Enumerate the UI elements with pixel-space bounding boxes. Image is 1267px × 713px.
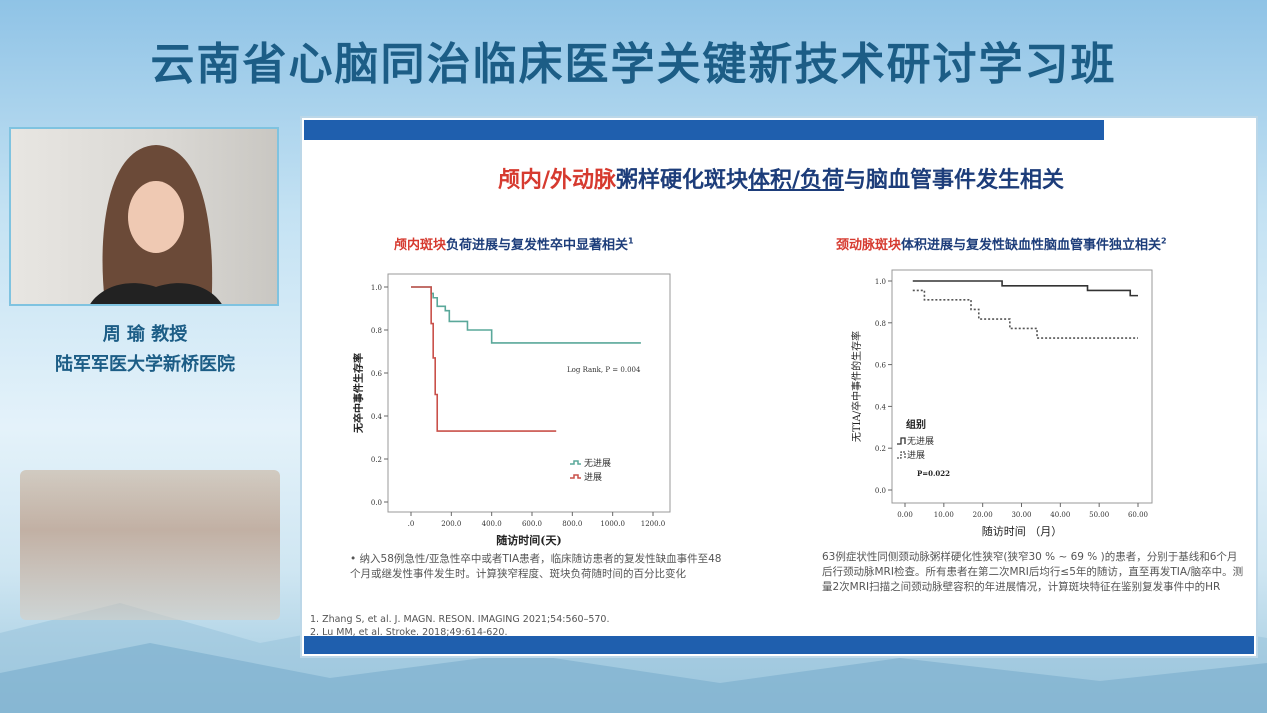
- title-underlined: 体积/负荷: [748, 168, 845, 193]
- x-tick-label: 50.00: [1089, 511, 1109, 519]
- y-tick-label: 0.8: [875, 320, 886, 328]
- left-chart-title: 颅内斑块负荷进展与复发性卒中显著相关1: [394, 234, 634, 253]
- x-axis-label: 随访时间(天): [496, 533, 561, 547]
- slide-bottom-bar: [304, 636, 1254, 654]
- reference-2: 2. Lu MM, et al. Stroke. 2018;49:614-620…: [310, 627, 508, 638]
- log-rank-annotation: Log Rank, P = 0.004: [567, 366, 641, 374]
- y-tick-label: 1.0: [371, 284, 382, 292]
- x-tick-label: 800.0: [562, 520, 582, 528]
- hospital-image: [20, 470, 280, 620]
- y-tick-label: 0.0: [371, 499, 382, 507]
- p-value-annotation: P=0.022: [917, 469, 950, 478]
- title-red: 颅内/外动脉: [497, 168, 616, 193]
- title-mid: 粥样硬化斑块: [615, 168, 748, 193]
- y-axis-label: 无卒中事件生存率: [352, 353, 365, 434]
- km-curve-progression: [912, 289, 1138, 339]
- speaker-figure: [90, 145, 222, 304]
- y-tick-label: 0.6: [371, 370, 383, 378]
- x-tick-label: 0.00: [897, 511, 913, 519]
- x-tick-label: 20.00: [973, 511, 993, 519]
- y-tick-label: 1.0: [875, 278, 886, 286]
- left-title-ref: 1: [628, 236, 634, 246]
- legend-title: 组别: [906, 418, 926, 431]
- right-title-rest: 体积进展与复发性缺血性脑血管事件独立相关: [901, 238, 1162, 253]
- right-title-red: 颈动脉斑块: [836, 238, 902, 253]
- x-tick-label: 40.00: [1050, 511, 1070, 519]
- y-tick-label: 0.4: [371, 413, 383, 421]
- title-end: 与脑血管事件发生相关: [844, 168, 1065, 193]
- legend-swatch: [570, 460, 581, 465]
- legend-swatch: [570, 474, 581, 479]
- x-tick-label: 60.00: [1128, 511, 1148, 519]
- y-tick-label: 0.2: [875, 445, 886, 453]
- x-tick-label: 10.00: [934, 511, 954, 519]
- x-tick-label: 400.0: [482, 520, 502, 528]
- legend-swatch: [897, 451, 906, 459]
- speaker-affiliation: 陆军军医大学新桥医院: [55, 354, 235, 375]
- x-tick-label: 600.0: [522, 520, 542, 528]
- legend-label: 无进展: [907, 436, 934, 447]
- km-curve-no-progression: [411, 286, 641, 344]
- right-title-ref: 2: [1161, 236, 1167, 246]
- speaker-video: [9, 127, 279, 306]
- legend-label: 无进展: [584, 458, 611, 469]
- slide-top-bar: [304, 120, 1104, 140]
- x-tick-label: 30.00: [1011, 511, 1031, 519]
- presentation-slide: 颅内/外动脉粥样硬化斑块体积/负荷与脑血管事件发生相关 颅内斑块负荷进展与复发性…: [300, 116, 1258, 658]
- x-axis-label: 随访时间 （月）: [982, 524, 1063, 538]
- event-banner-title: 云南省心脑同治临床医学关键新技术研讨学习班: [150, 39, 1117, 90]
- reference-1: 1. Zhang S, et al. J. MAGN. RESON. IMAGI…: [310, 614, 610, 625]
- x-tick-label: 200.0: [441, 520, 461, 528]
- km-curve-no-progression: [912, 280, 1138, 297]
- legend-label: 进展: [584, 472, 602, 483]
- x-tick-label: .0: [408, 520, 415, 528]
- left-title-red: 颅内斑块: [394, 238, 447, 253]
- plot-frame: [387, 273, 671, 513]
- right-km-chart: 0.0 0.2 0.4 0.6 0.8 1.0 0.00 10.00 20.00 30.00 40.…: [850, 269, 1153, 538]
- x-tick-label: 1000.0: [600, 520, 625, 528]
- legend-swatch: [897, 437, 906, 445]
- mountain-background: [0, 603, 1267, 713]
- left-km-chart: 0.0 0.2 0.4 0.6 0.8 1.0 .0 200.0 400.0 600.0 800.0…: [352, 273, 671, 547]
- left-title-rest: 负荷进展与复发性卒中显著相关: [446, 238, 629, 253]
- y-tick-label: 0.2: [371, 456, 382, 464]
- km-curve-progression: [411, 286, 557, 432]
- x-tick-label: 1200.0: [641, 520, 666, 528]
- right-note: 63例症状性同侧颈动脉粥样硬化性狭窄(狭窄30 % ~ 69 % )的患者，分别…: [822, 551, 1244, 593]
- left-note-text: 纳入58例急性/亚急性卒中或者TIA患者，临床随访患者的复发性缺血事件至48个月…: [350, 553, 722, 580]
- slide-title: 颅内/外动脉粥样硬化斑块体积/负荷与脑血管事件发生相关: [302, 162, 1260, 194]
- y-tick-label: 0.4: [875, 403, 887, 411]
- legend-label: 进展: [907, 450, 925, 461]
- left-note: • 纳入58例急性/亚急性卒中或者TIA患者，临床随访患者的复发性缺血事件至48…: [350, 553, 722, 580]
- y-axis-label: 无TIA/卒中事件的生存率: [850, 331, 863, 442]
- right-chart-title: 颈动脉斑块体积进展与复发性缺血性脑血管事件独立相关2: [836, 234, 1167, 253]
- y-tick-label: 0.8: [371, 327, 382, 335]
- y-tick-label: 0.0: [875, 487, 886, 495]
- y-tick-label: 0.6: [875, 362, 887, 370]
- speaker-name: 周 瑜 教授: [102, 324, 188, 345]
